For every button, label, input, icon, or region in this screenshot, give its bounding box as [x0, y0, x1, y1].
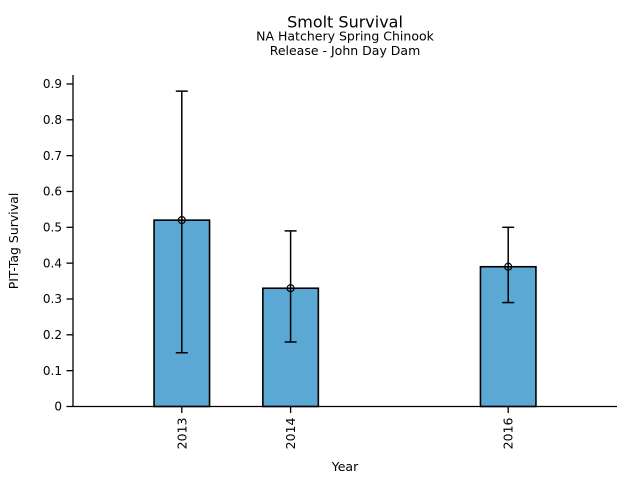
y-tick-label: 0.7: [43, 149, 62, 163]
markers-group: [177, 216, 513, 293]
chart-title: Smolt Survival: [287, 13, 403, 32]
spines-group: [72, 75, 617, 408]
y-tick-label: 0.1: [43, 364, 62, 378]
y-tick-label: 0.9: [43, 77, 62, 91]
chart-subtitle-line2: Release - John Day Dam: [270, 43, 421, 58]
bars-group: [153, 219, 537, 408]
x-tick-label: 2016: [501, 417, 516, 449]
y-tick-label: 0.5: [43, 221, 62, 235]
chart-subtitle-line1: NA Hatchery Spring Chinook: [256, 29, 434, 44]
data-point-marker: [177, 216, 186, 225]
x-tick-label: 2014: [283, 417, 298, 449]
y-tick-label: 0.2: [43, 328, 62, 342]
x-ticks-group: 2013 2014 2016: [174, 406, 516, 450]
y-ticks-group: 0 0.1 0.2 0.3 0.4 0.5 0.6 0.7 0.8 0.9: [43, 77, 73, 414]
error-bars-group: [175, 90, 515, 354]
x-axis-label: Year: [331, 459, 359, 474]
data-point-marker: [286, 284, 295, 293]
y-tick-label: 0.3: [43, 292, 62, 306]
y-tick-label: 0.4: [43, 256, 62, 270]
y-tick-label: 0.6: [43, 185, 62, 199]
y-tick-label: 0: [54, 400, 62, 414]
y-axis-label: PIT-Tag Survival: [6, 193, 21, 290]
data-point-marker: [504, 262, 513, 271]
y-tick-label: 0.8: [43, 113, 62, 127]
x-tick-label: 2013: [174, 418, 189, 450]
